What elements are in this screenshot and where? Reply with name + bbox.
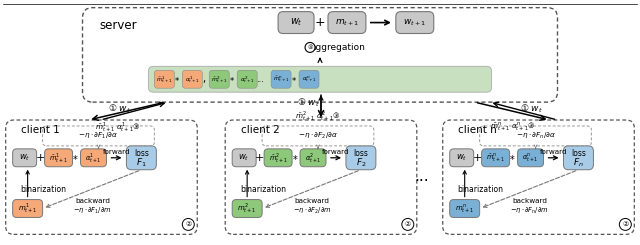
Text: $+$: $+$ bbox=[472, 152, 482, 163]
Text: $+$: $+$ bbox=[35, 152, 45, 163]
Text: $F_1$: $F_1$ bbox=[136, 157, 147, 169]
Text: forward: forward bbox=[322, 149, 350, 155]
Text: $+$: $+$ bbox=[314, 16, 326, 29]
Text: $*$: $*$ bbox=[174, 75, 180, 84]
Text: $\bar{m}^2_{t+1}$: $\bar{m}^2_{t+1}$ bbox=[211, 74, 228, 85]
FancyBboxPatch shape bbox=[518, 149, 543, 167]
Text: $\alpha^n_{t+1}$: $\alpha^n_{t+1}$ bbox=[301, 74, 316, 84]
Text: ,: , bbox=[203, 74, 206, 84]
Text: $\bar{m}^2_{t+1}$: $\bar{m}^2_{t+1}$ bbox=[269, 151, 287, 165]
Text: $\bar{m}^n_{t+1}$: $\bar{m}^n_{t+1}$ bbox=[273, 74, 289, 84]
Text: forward: forward bbox=[540, 149, 567, 155]
Text: $F_n$: $F_n$ bbox=[573, 157, 584, 169]
Text: loss: loss bbox=[353, 149, 369, 158]
Circle shape bbox=[402, 219, 414, 230]
FancyBboxPatch shape bbox=[182, 70, 202, 88]
Text: $+$: $+$ bbox=[254, 152, 264, 163]
Text: $*$: $*$ bbox=[229, 75, 235, 84]
FancyBboxPatch shape bbox=[45, 149, 72, 167]
Text: $w_t$: $w_t$ bbox=[290, 17, 303, 28]
FancyBboxPatch shape bbox=[13, 149, 36, 167]
Text: $-\eta\cdot\partial F_n/\partial m$: $-\eta\cdot\partial F_n/\partial m$ bbox=[510, 205, 548, 216]
Text: $-\eta\cdot\partial F_2/\partial\alpha$: $-\eta\cdot\partial F_2/\partial\alpha$ bbox=[298, 131, 338, 141]
FancyBboxPatch shape bbox=[81, 149, 106, 167]
Text: $-\eta\cdot\partial F_2/\partial m$: $-\eta\cdot\partial F_2/\partial m$ bbox=[292, 205, 332, 216]
Text: ...: ... bbox=[415, 169, 429, 184]
FancyBboxPatch shape bbox=[563, 146, 593, 170]
Circle shape bbox=[182, 219, 195, 230]
Text: $w_t$: $w_t$ bbox=[19, 153, 30, 163]
Text: client 2: client 2 bbox=[241, 125, 280, 135]
Text: loss: loss bbox=[571, 149, 586, 158]
Text: $\bar{m}^1_{t+1}$: $\bar{m}^1_{t+1}$ bbox=[49, 151, 68, 165]
Text: $*$: $*$ bbox=[509, 153, 516, 163]
Text: $-\eta\cdot\partial F_1/\partial\alpha$: $-\eta\cdot\partial F_1/\partial\alpha$ bbox=[79, 131, 118, 141]
Text: $w_t$: $w_t$ bbox=[239, 153, 250, 163]
FancyBboxPatch shape bbox=[264, 149, 292, 167]
FancyBboxPatch shape bbox=[13, 200, 43, 218]
Text: $-\eta\cdot\partial F_n/\partial\alpha$: $-\eta\cdot\partial F_n/\partial\alpha$ bbox=[516, 131, 556, 141]
FancyBboxPatch shape bbox=[154, 70, 174, 88]
FancyBboxPatch shape bbox=[300, 149, 326, 167]
Circle shape bbox=[620, 219, 631, 230]
Text: aggregation: aggregation bbox=[310, 43, 365, 52]
Text: ...: ... bbox=[256, 75, 264, 84]
Text: backward: backward bbox=[512, 197, 547, 204]
Text: $\alpha^n_{t+1}$: $\alpha^n_{t+1}$ bbox=[522, 152, 539, 164]
Text: binarization: binarization bbox=[240, 185, 286, 194]
FancyBboxPatch shape bbox=[209, 70, 229, 88]
Text: loss: loss bbox=[134, 149, 149, 158]
FancyBboxPatch shape bbox=[299, 70, 319, 88]
FancyBboxPatch shape bbox=[450, 200, 479, 218]
FancyBboxPatch shape bbox=[232, 149, 256, 167]
Text: binarization: binarization bbox=[458, 185, 504, 194]
Text: $\alpha^1_{t+1}$: $\alpha^1_{t+1}$ bbox=[85, 151, 102, 165]
FancyBboxPatch shape bbox=[482, 149, 509, 167]
Text: $F_2$: $F_2$ bbox=[356, 157, 366, 169]
FancyBboxPatch shape bbox=[328, 12, 366, 34]
FancyBboxPatch shape bbox=[127, 146, 156, 170]
Text: server: server bbox=[100, 19, 137, 32]
Text: $*$: $*$ bbox=[72, 153, 79, 163]
Text: binarization: binarization bbox=[20, 185, 67, 194]
Text: client n: client n bbox=[458, 125, 497, 135]
Text: client 1: client 1 bbox=[21, 125, 60, 135]
Text: $m^1_{t+1}$: $m^1_{t+1}$ bbox=[18, 202, 37, 215]
FancyBboxPatch shape bbox=[148, 66, 492, 92]
Text: $\alpha^2_{t+1}$: $\alpha^2_{t+1}$ bbox=[305, 151, 321, 165]
Text: ④: ④ bbox=[307, 45, 313, 50]
Text: ②: ② bbox=[404, 221, 411, 227]
FancyBboxPatch shape bbox=[396, 12, 434, 34]
FancyBboxPatch shape bbox=[232, 200, 262, 218]
Circle shape bbox=[305, 42, 315, 52]
Text: $\bar{m}^n_{t+1}$ $\alpha^n_{t+1}$③: $\bar{m}^n_{t+1}$ $\alpha^n_{t+1}$③ bbox=[490, 121, 535, 133]
Text: $w_t$: $w_t$ bbox=[456, 153, 467, 163]
Text: ②: ② bbox=[185, 221, 191, 227]
Text: backward: backward bbox=[294, 197, 330, 204]
Text: forward: forward bbox=[102, 149, 131, 155]
FancyBboxPatch shape bbox=[450, 149, 474, 167]
Text: ① $w_t$: ① $w_t$ bbox=[520, 103, 543, 115]
Text: ① $w_t$: ① $w_t$ bbox=[108, 103, 131, 115]
Text: $m^n_{t+1}$: $m^n_{t+1}$ bbox=[455, 202, 474, 215]
FancyBboxPatch shape bbox=[278, 12, 314, 34]
Text: $\alpha^1_{t+1}$: $\alpha^1_{t+1}$ bbox=[185, 74, 200, 85]
Text: $\bar{m}^1_{t+1}$: $\bar{m}^1_{t+1}$ bbox=[156, 74, 173, 85]
Text: ②: ② bbox=[622, 221, 628, 227]
Text: $\alpha^2_{t+1}$: $\alpha^2_{t+1}$ bbox=[240, 74, 255, 85]
Text: backward: backward bbox=[75, 197, 110, 204]
FancyBboxPatch shape bbox=[346, 146, 376, 170]
Text: $*$: $*$ bbox=[292, 153, 298, 163]
FancyBboxPatch shape bbox=[237, 70, 257, 88]
Text: $m^2_{t+1}$: $m^2_{t+1}$ bbox=[237, 202, 257, 215]
Text: ① $w_t$: ① $w_t$ bbox=[297, 97, 320, 109]
Text: $\bar{m}^1_{t+1}$ $\alpha^1_{t+1}$③: $\bar{m}^1_{t+1}$ $\alpha^1_{t+1}$③ bbox=[95, 120, 141, 134]
FancyBboxPatch shape bbox=[271, 70, 291, 88]
Text: $w_{t+1}$: $w_{t+1}$ bbox=[403, 17, 426, 28]
Text: $\bar{m}^n_{t+1}$: $\bar{m}^n_{t+1}$ bbox=[486, 152, 505, 164]
Text: $\bar{m}^2_{t+1}$ $\alpha^2_{t+1}$③: $\bar{m}^2_{t+1}$ $\alpha^2_{t+1}$③ bbox=[295, 109, 340, 123]
Text: $*$: $*$ bbox=[291, 75, 297, 84]
Text: $-\eta\cdot\partial F_1/\partial m$: $-\eta\cdot\partial F_1/\partial m$ bbox=[73, 205, 112, 216]
Text: $m_{t+1}$: $m_{t+1}$ bbox=[335, 17, 359, 28]
